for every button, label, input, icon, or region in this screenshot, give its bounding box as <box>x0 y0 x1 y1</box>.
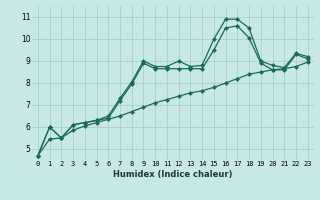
X-axis label: Humidex (Indice chaleur): Humidex (Indice chaleur) <box>113 170 233 179</box>
